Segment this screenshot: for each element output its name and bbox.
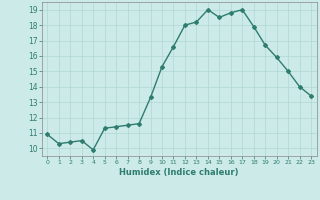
- X-axis label: Humidex (Indice chaleur): Humidex (Indice chaleur): [119, 168, 239, 177]
